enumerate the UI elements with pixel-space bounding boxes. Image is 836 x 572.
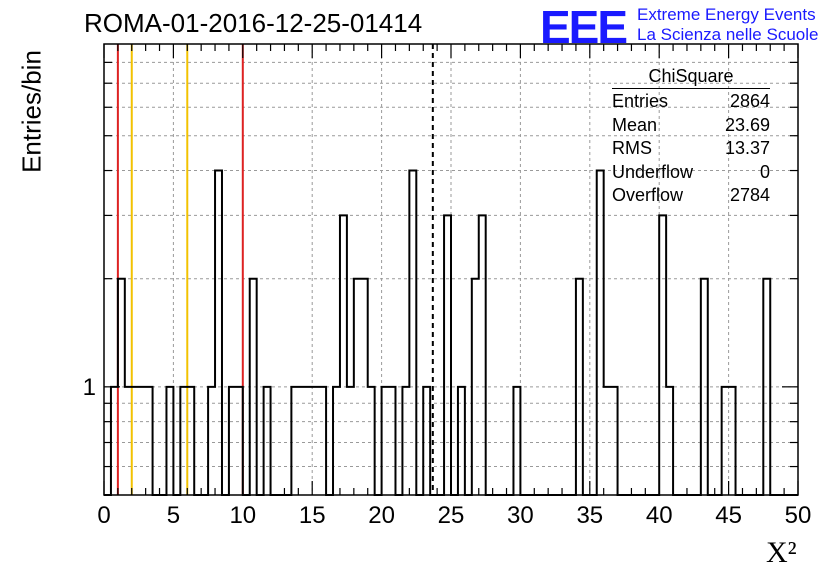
x-tick-label: 40 bbox=[646, 502, 673, 529]
stats-value: 2784 bbox=[729, 185, 770, 205]
stats-box: ChiSquare Entries 2864 Mean 23.69 RMS 13… bbox=[612, 66, 770, 209]
stats-row: Underflow 0 bbox=[612, 162, 770, 186]
stats-value: 2864 bbox=[729, 91, 770, 111]
stats-label: Underflow bbox=[612, 161, 694, 182]
x-tick-label: 5 bbox=[167, 502, 180, 529]
stats-row: Overflow 2784 bbox=[612, 185, 770, 209]
stats-value: 13.37 bbox=[724, 138, 770, 158]
logo-mark: EEE bbox=[540, 1, 628, 53]
reference-lines bbox=[116, 44, 434, 495]
x-tick-label: 25 bbox=[438, 502, 465, 529]
stats-label: Mean bbox=[612, 114, 658, 135]
x-tick-label: 45 bbox=[715, 502, 742, 529]
stats-label: Overflow bbox=[612, 185, 684, 205]
x-tick-label: 35 bbox=[576, 502, 603, 529]
x-tick-label: 10 bbox=[229, 502, 256, 529]
logo-line-2: La Scienza nelle Scuole bbox=[637, 25, 819, 44]
y-axis-label: Entries/bin bbox=[16, 50, 47, 173]
stats-label: Entries bbox=[612, 91, 669, 111]
stats-title: ChiSquare bbox=[612, 66, 770, 89]
x-tick-label: 15 bbox=[299, 502, 326, 529]
stats-row: RMS 13.37 bbox=[612, 138, 770, 162]
x-axis-label: X² bbox=[766, 536, 797, 569]
stats-value: 0 bbox=[759, 161, 770, 182]
axes bbox=[103, 43, 799, 496]
tick-labels: 0 5 10 15 20 25 30 35 40 45 50 1 bbox=[83, 374, 812, 529]
logo-line-1: Extreme Energy Events bbox=[637, 5, 816, 24]
y-tick-label: 1 bbox=[83, 374, 96, 401]
stats-value: 23.69 bbox=[724, 114, 770, 135]
x-tick-label: 20 bbox=[368, 502, 395, 529]
x-tick-label: 30 bbox=[507, 502, 534, 529]
grid-lines bbox=[104, 44, 798, 495]
stats-row: Entries 2864 bbox=[612, 91, 770, 115]
x-tick-label: 0 bbox=[97, 502, 110, 529]
histogram-series bbox=[104, 169, 798, 496]
x-tick-label: 50 bbox=[785, 502, 812, 529]
stats-label: RMS bbox=[612, 138, 652, 158]
stats-row: Mean 23.69 bbox=[612, 115, 770, 139]
plot-title: ROMA-01-2016-12-25-01414 bbox=[84, 8, 423, 38]
